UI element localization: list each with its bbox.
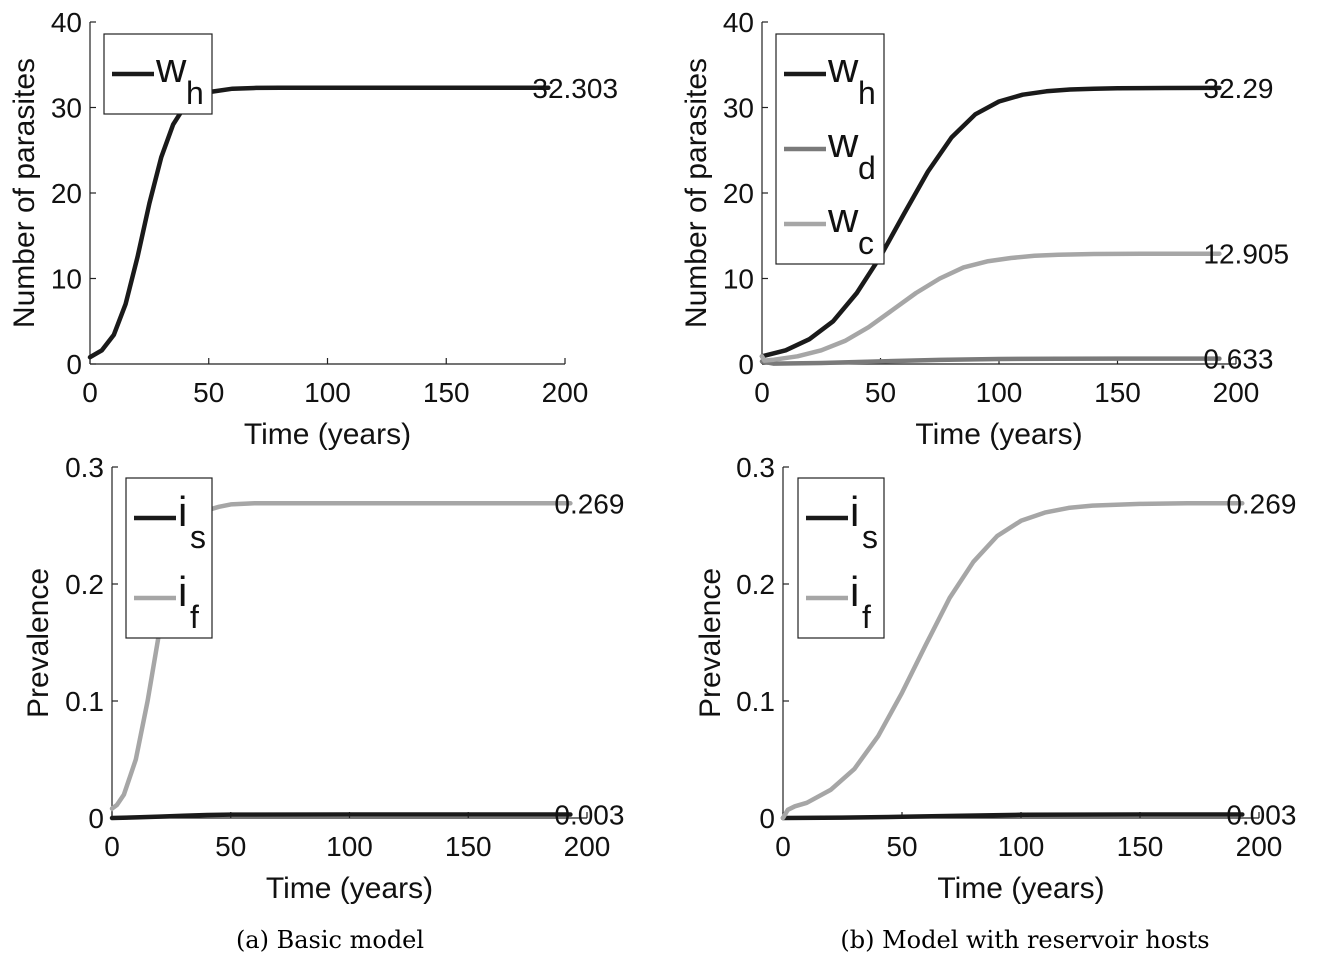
x-tick-label: 0 [82,377,98,408]
end-value-label: 0.003 [1226,799,1296,830]
y-tick-label: 20 [51,178,82,209]
x-axis-label: Time (years) [266,872,433,905]
y-tick-label: 40 [51,7,82,38]
legend-subscript: c [858,225,874,261]
legend-subscript: h [858,75,876,111]
x-tick-label: 50 [886,831,917,862]
x-tick-label: 150 [445,831,492,862]
series-line-wd [759,356,1222,366]
x-tick-label: 150 [423,377,470,408]
x-axis-label: Time (years) [915,418,1082,451]
y-tick-label: 30 [51,93,82,124]
legend-symbol: i [850,568,859,615]
y-tick-label: 40 [723,7,754,38]
end-value-label: 32.29 [1203,73,1273,104]
caption-reservoir-model: (b) Model with reservoir hosts [840,926,1210,954]
legend-subscript: d [858,150,876,186]
y-tick-label: 0.3 [736,452,775,483]
x-tick-label: 0 [104,831,120,862]
x-tick-label: 100 [976,377,1023,408]
end-value-label: 32.303 [532,73,618,104]
y-axis-label: Prevalence [22,568,55,718]
y-tick-label: 0 [88,803,104,834]
x-tick-label: 150 [1094,377,1141,408]
legend-symbol: i [178,568,187,615]
x-axis-label: Time (years) [937,872,1104,905]
y-tick-label: 0.2 [65,569,104,600]
y-axis-label: Number of parasites [680,58,713,328]
y-axis-label: Prevalence [694,568,727,718]
chart-panel-a-top: 0 50 100 150 200 0 10 20 30 40 Time (years) Number … [8,7,618,451]
legend-subscript: f [190,599,199,635]
x-tick-label: 50 [193,377,224,408]
x-tick-label: 200 [564,831,611,862]
x-tick-label: 0 [775,831,791,862]
x-tick-label: 100 [304,377,351,408]
legend-symbol: w [827,44,859,91]
x-tick-label: 100 [326,831,373,862]
x-axis-label: Time (years) [244,418,411,451]
chart-panel-a-bottom: 0 50 100 150 200 0 0.1 0.2 0.3 Time (years) Preval… [22,452,624,905]
y-tick-label: 20 [723,178,754,209]
legend-subscript: s [862,519,878,555]
x-tick-label: 50 [215,831,246,862]
end-value-label: 12.905 [1203,239,1289,270]
x-tick-label: 200 [1213,377,1260,408]
legend-box [797,477,885,639]
series-line-wh [759,85,1222,359]
y-tick-label: 0 [66,349,82,380]
y-tick-label: 10 [723,264,754,295]
end-value-label: 0.269 [554,488,624,519]
series-line-wc [759,251,1222,363]
x-tick-label: 100 [998,831,1045,862]
chart-panel-b-bottom: 0 50 100 150 200 0 0.1 0.2 0.3 Time (years) Preval… [694,452,1296,905]
legend-subscript: h [186,75,204,111]
legend-symbol: i [178,488,187,535]
y-tick-label: 0.2 [736,569,775,600]
end-value-label: 0.633 [1203,344,1273,375]
series-line-wh [87,85,551,360]
end-value-label: 0.003 [554,799,624,830]
x-tick-label: 200 [542,377,589,408]
y-tick-label: 0 [738,349,754,380]
y-tick-label: 0.1 [736,686,775,717]
legend-symbol: w [155,44,187,91]
series-line-is [780,812,1245,821]
legend-symbol: w [827,119,859,166]
y-tick-label: 10 [51,264,82,295]
y-tick-label: 0.1 [65,686,104,717]
legend-symbol: i [850,488,859,535]
legend-subscript: s [190,519,206,555]
chart-panel-b-top: 0 50 100 150 200 0 10 20 30 40 Time (years) Number … [680,7,1289,451]
x-tick-label: 150 [1117,831,1164,862]
x-tick-label: 200 [1236,831,1283,862]
y-tick-label: 0 [759,803,775,834]
x-tick-label: 50 [865,377,896,408]
y-tick-label: 30 [723,93,754,124]
legend-symbol: w [827,194,859,241]
x-tick-label: 0 [754,377,770,408]
legend-box [125,477,213,639]
y-axis-label: Number of parasites [8,58,41,328]
caption-basic-model: (a) Basic model [235,926,425,954]
legend-subscript: f [862,599,871,635]
end-value-label: 0.269 [1226,488,1296,519]
y-tick-label: 0.3 [65,452,104,483]
series-line-if [780,501,1245,821]
series-line-is [109,812,573,821]
